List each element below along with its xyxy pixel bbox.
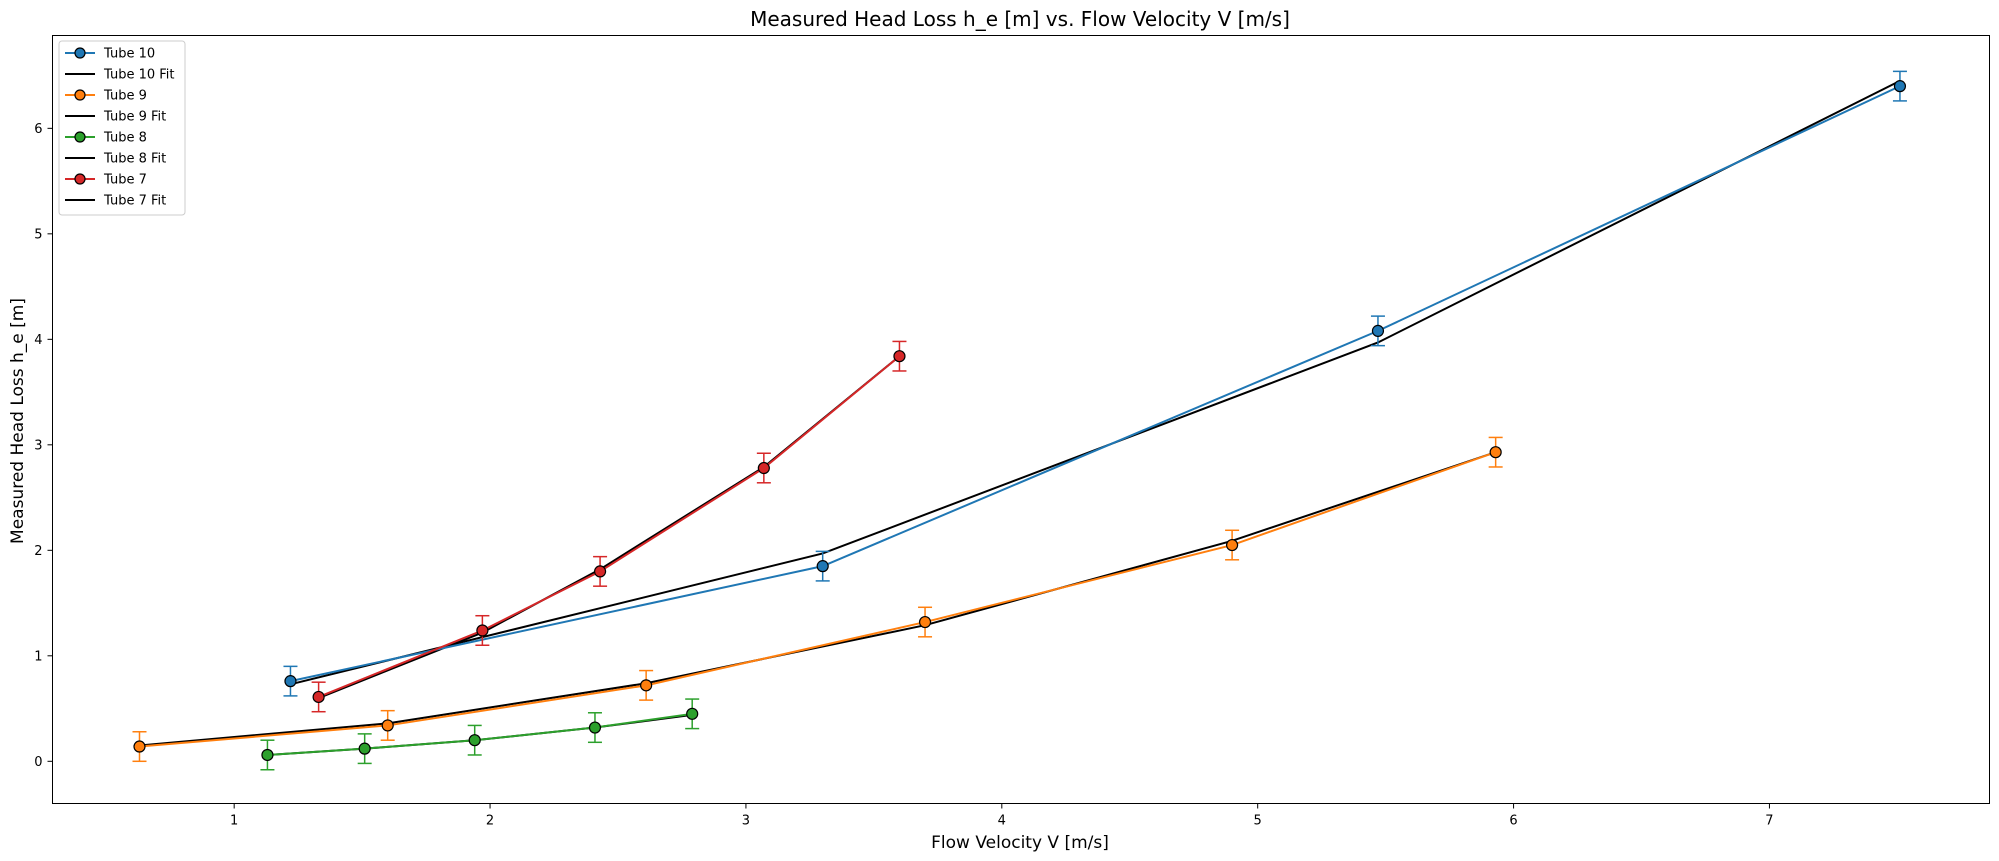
legend-marker: [74, 89, 86, 101]
legend-label: Tube 7: [103, 173, 147, 188]
legend-entry: Tube 9 Fit: [65, 110, 166, 125]
fit-line: [139, 451, 1496, 747]
y-axis-title: Measured Head Loss h_e [m]: [8, 298, 28, 544]
x-axis-title: Flow Velocity V [m/s]: [931, 833, 1109, 853]
legend-label: Tube 8: [103, 131, 147, 146]
ticks-layer: 1 2 3 4 5 6 7 0 1 2 3 4 5 6: [34, 122, 1773, 829]
data-line: [267, 712, 693, 756]
y-tick-label: 4: [34, 333, 42, 348]
data-point: [476, 624, 489, 637]
y-tick-label: 5: [34, 227, 42, 242]
legend-entry: Tube 9: [65, 89, 147, 104]
data-point: [918, 615, 932, 629]
data-point: [686, 707, 699, 720]
data-point: [588, 721, 602, 734]
series-tube-10: [283, 70, 1907, 697]
y-tick-label: 3: [34, 438, 42, 453]
data-line: [290, 85, 1901, 683]
legend-label: Tube 7 Fit: [103, 194, 166, 209]
y-tick-label: 2: [34, 544, 42, 559]
data-point: [816, 560, 829, 573]
data-point: [381, 719, 394, 732]
data-point: [133, 740, 146, 753]
x-tick-label: 1: [230, 814, 238, 829]
legend: Tube 10 Tube 10 Fit Tube 9 Tube 9 Fit Tube 8…: [58, 40, 186, 216]
fit-lines-layer: [139, 79, 1901, 756]
data-point: [893, 350, 906, 363]
x-tick-label: 2: [486, 814, 494, 829]
legend-entry: Tube 8: [65, 131, 147, 146]
data-point: [757, 461, 770, 475]
legend-marker: [74, 47, 86, 59]
data-point: [593, 565, 607, 578]
data-point: [640, 679, 653, 692]
legend-entry: Tube 7: [65, 173, 147, 188]
data-point: [1489, 446, 1502, 459]
series-layer: [132, 70, 1907, 771]
fit-line: [290, 79, 1901, 686]
data-point: [1225, 538, 1239, 552]
plot-frame: [52, 35, 1990, 804]
data-point: [1371, 324, 1385, 337]
legend-label: Tube 9 Fit: [103, 110, 166, 125]
legend-entry: Tube 10 Fit: [65, 68, 175, 83]
series-tube-7: [311, 340, 907, 713]
x-tick-label: 5: [1254, 814, 1262, 829]
legend-label: Tube 10: [103, 47, 155, 62]
data-line: [318, 355, 901, 698]
x-tick-label: 6: [1509, 814, 1517, 829]
data-point: [261, 748, 274, 762]
data-point: [312, 690, 325, 704]
legend-marker: [74, 173, 86, 185]
legend-label: Tube 8 Fit: [103, 152, 166, 167]
series-tube-8: [260, 698, 700, 771]
x-tick-label: 7: [1765, 814, 1773, 829]
fit-line: [267, 713, 693, 756]
y-tick-label: 6: [34, 122, 42, 137]
data-point: [358, 742, 371, 755]
legend-box: [58, 40, 186, 216]
chart-title: Measured Head Loss h_e [m] vs. Flow Velo…: [750, 7, 1290, 31]
legend-entry: Tube 8 Fit: [65, 152, 166, 167]
legend-marker: [74, 131, 86, 143]
data-point: [284, 675, 297, 688]
x-tick-label: 3: [742, 814, 750, 829]
legend-entry: Tube 10: [65, 47, 155, 62]
data-point: [1893, 80, 1907, 93]
series-tube-9: [132, 436, 1503, 763]
legend-label: Tube 9: [103, 89, 147, 104]
y-tick-label: 0: [34, 755, 42, 770]
legend-entry: Tube 7 Fit: [65, 194, 166, 209]
legend-label: Tube 10 Fit: [103, 68, 175, 83]
y-tick-label: 1: [34, 649, 42, 664]
x-tick-label: 4: [998, 814, 1006, 829]
data-point: [468, 734, 481, 747]
data-line: [139, 451, 1496, 748]
